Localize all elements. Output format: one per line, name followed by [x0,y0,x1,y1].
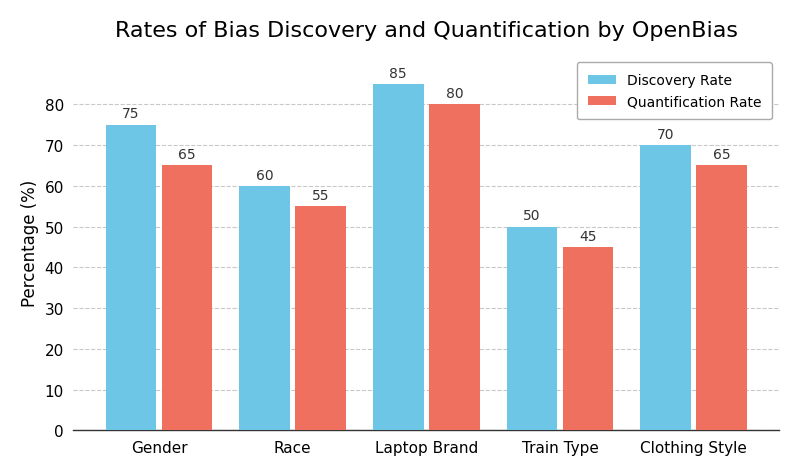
Bar [162,166,213,430]
Text: 80: 80 [446,87,463,101]
Legend: Discovery Rate, Quantification Rate: Discovery Rate, Quantification Rate [577,63,772,120]
Bar [562,248,614,430]
Text: 50: 50 [523,209,541,223]
Title: Rates of Bias Discovery and Quantification by OpenBias: Rates of Bias Discovery and Quantificati… [115,21,738,41]
Text: 55: 55 [312,188,330,203]
Bar [295,207,346,430]
Text: 70: 70 [657,128,674,141]
Text: 75: 75 [122,107,140,121]
Text: 65: 65 [178,148,196,162]
Bar [696,166,747,430]
Y-axis label: Percentage (%): Percentage (%) [21,180,39,307]
Text: 65: 65 [713,148,730,162]
Bar [239,187,290,430]
Bar [373,85,424,430]
Text: 85: 85 [390,67,407,80]
Text: 45: 45 [579,229,597,243]
Bar [429,105,480,430]
Bar [106,125,156,430]
Bar [506,227,558,430]
Bar [640,146,691,430]
Text: 60: 60 [256,168,274,182]
